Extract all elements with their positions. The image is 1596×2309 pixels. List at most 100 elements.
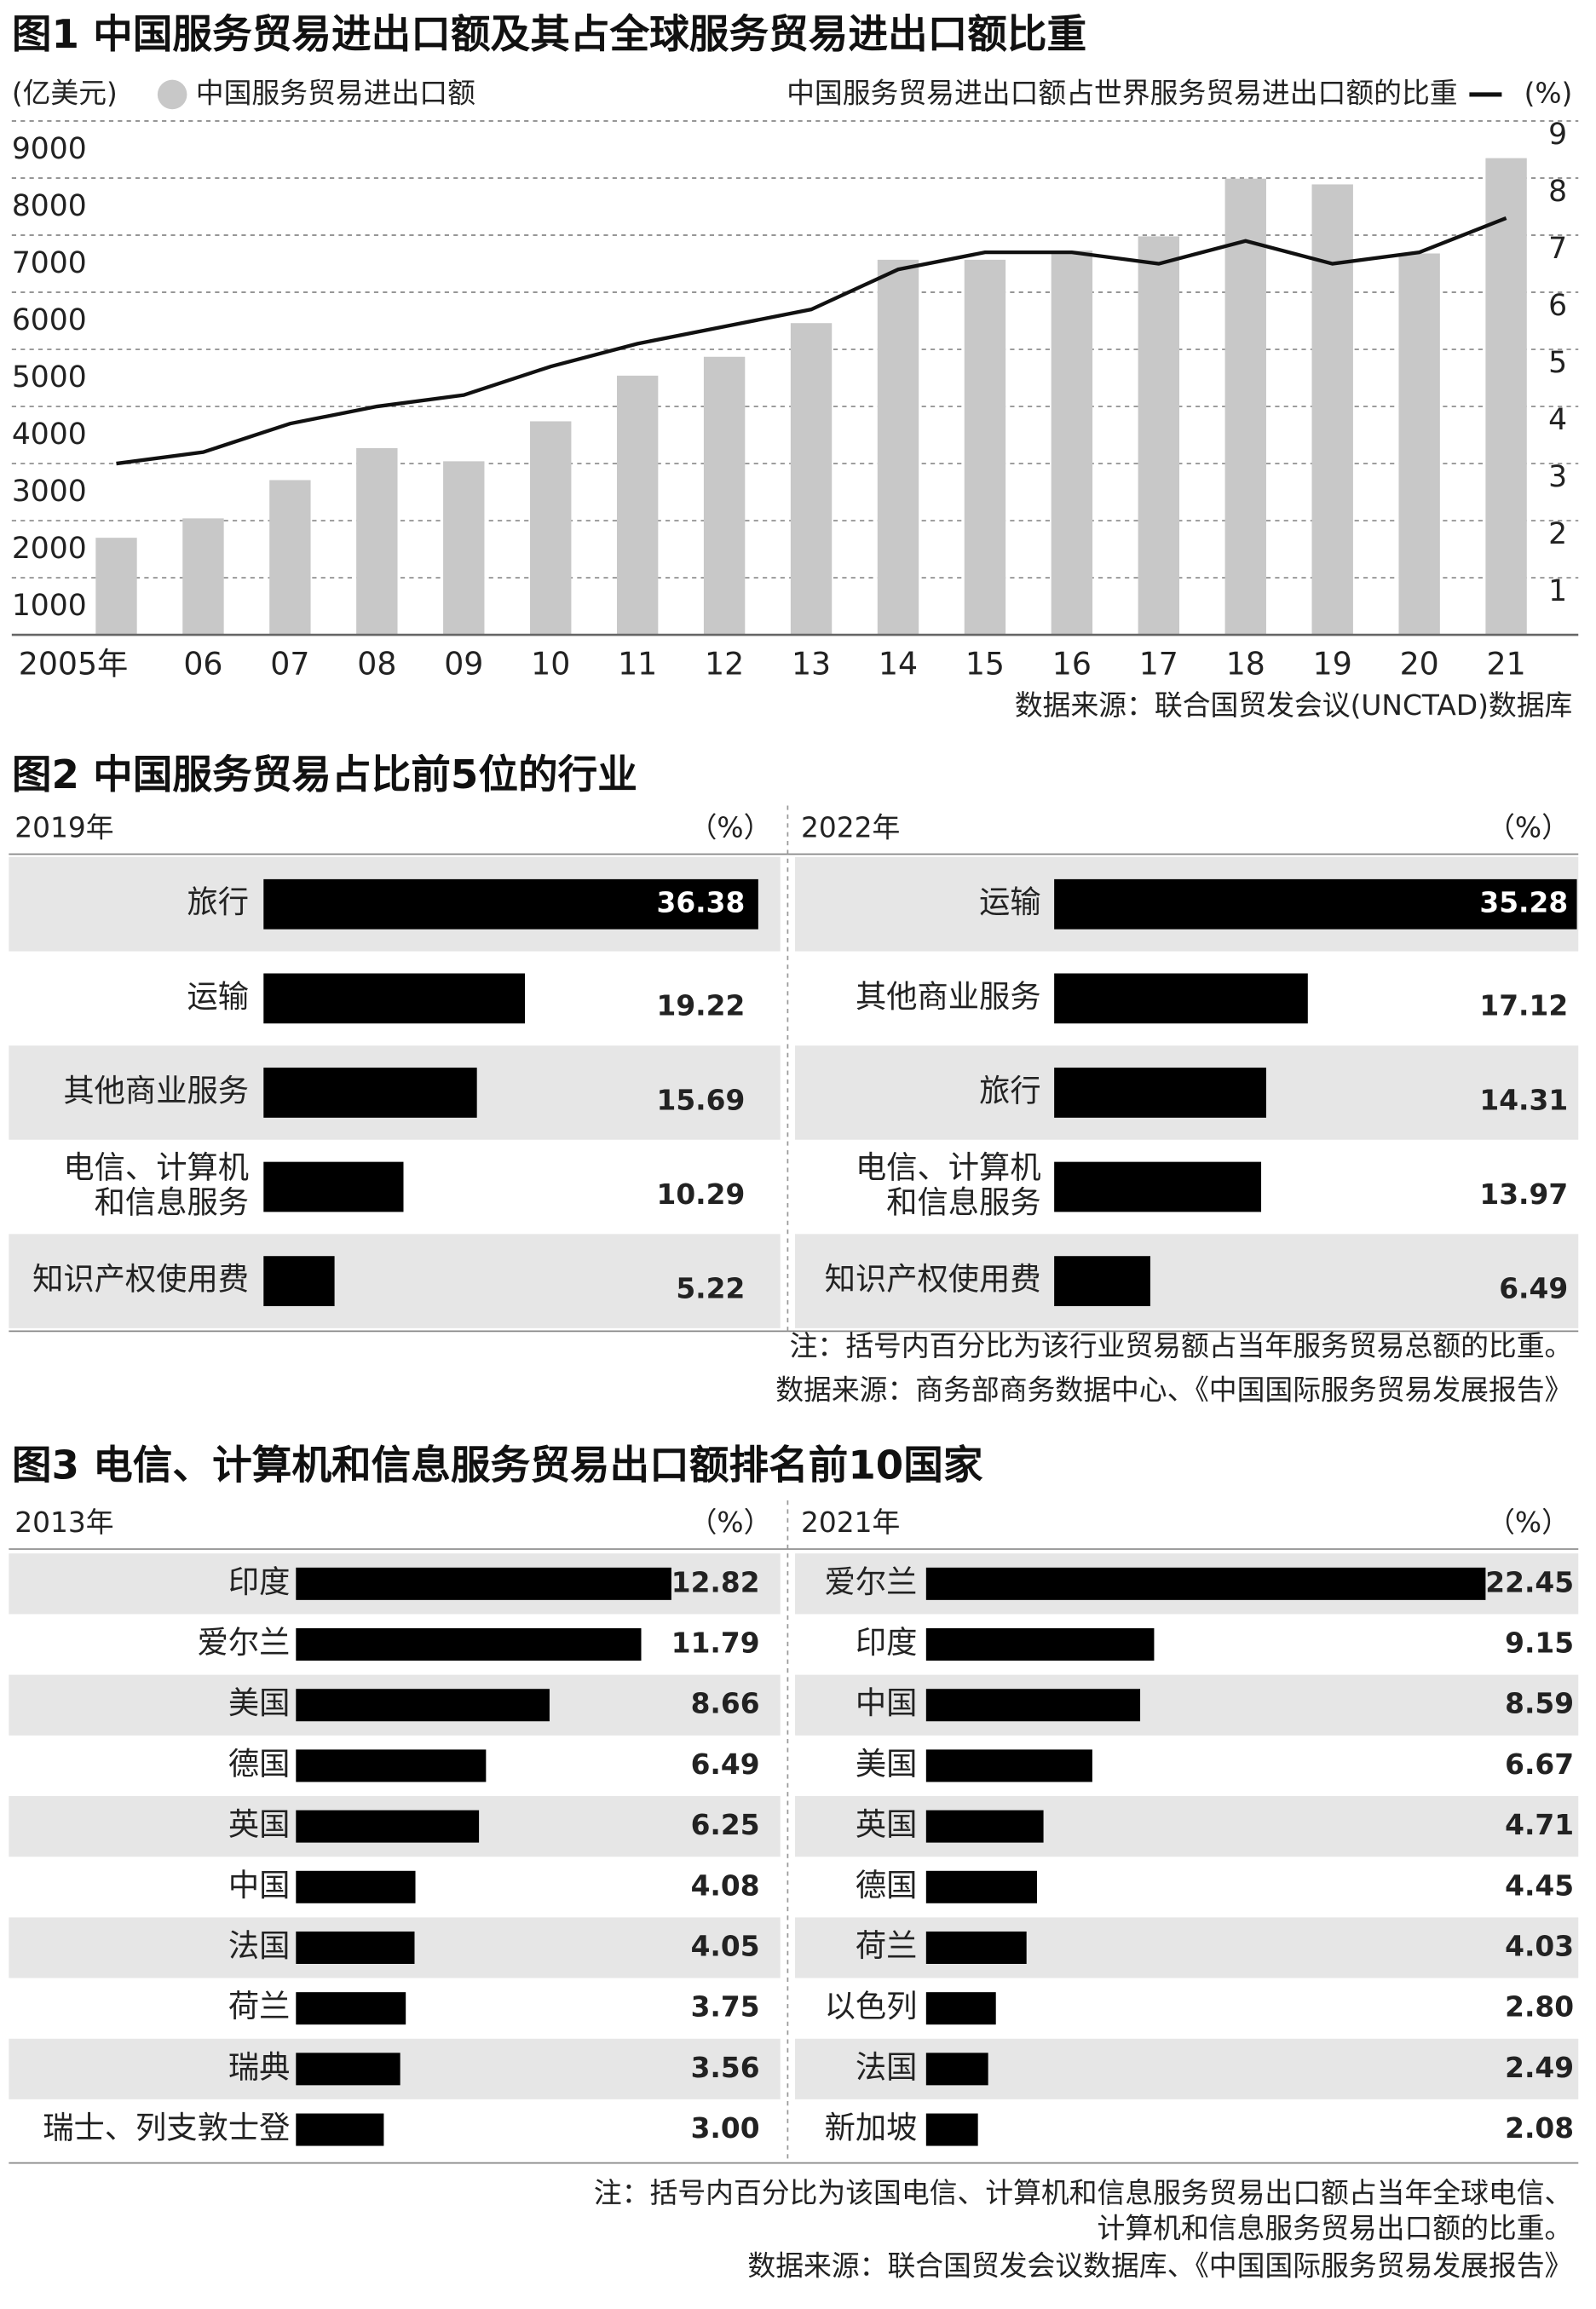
value-label: 9.15 xyxy=(1505,1627,1574,1660)
value-label: 4.45 xyxy=(1505,1869,1574,1902)
value-label: 5.22 xyxy=(676,1272,745,1304)
x-tick-label: 2005年 xyxy=(19,645,129,682)
x-tick-label: 12 xyxy=(705,645,744,682)
bar xyxy=(925,1689,1141,1722)
bar xyxy=(964,259,1006,636)
category-label: 以色列 xyxy=(825,1988,918,2024)
bar xyxy=(925,1870,1037,1903)
value-label: 2.49 xyxy=(1505,2052,1574,2084)
category-label: 法国 xyxy=(228,1927,291,1964)
row-band xyxy=(795,2038,1579,2099)
x-tick-label: 16 xyxy=(1052,645,1092,682)
value-label: 3.00 xyxy=(691,2112,760,2145)
category-label: 中国 xyxy=(228,1867,291,1903)
bar xyxy=(296,1689,550,1722)
y2-axis-label: (%) xyxy=(1524,77,1573,109)
category-label: 美国 xyxy=(856,1745,918,1782)
bar xyxy=(269,480,311,636)
category-label: 荷兰 xyxy=(856,1927,918,1964)
bar xyxy=(263,878,758,930)
bar xyxy=(1054,973,1308,1024)
bar xyxy=(925,2053,988,2086)
category-label: 瑞士、列支敦士登 xyxy=(43,2110,290,2146)
bar xyxy=(1054,878,1577,930)
x-tick-label: 13 xyxy=(792,645,831,682)
category-label: 其他商业服务 xyxy=(63,1072,249,1108)
panel-subtitle: 2013年 xyxy=(14,1506,113,1539)
value-label: 4.08 xyxy=(691,1869,760,1902)
category-label: 旅行 xyxy=(187,884,249,920)
bar xyxy=(263,1068,477,1118)
x-tick-label: 08 xyxy=(357,645,396,682)
category-label: 美国 xyxy=(228,1684,291,1721)
x-tick-label: 17 xyxy=(1139,645,1178,682)
y2-tick-label: 4 xyxy=(1548,403,1567,437)
y2-tick-label: 8 xyxy=(1548,175,1567,209)
category-label: 德国 xyxy=(856,1867,918,1903)
note: 注：括号内百分比为该行业贸易额占当年服务贸易总额的比重。 xyxy=(790,1330,1573,1362)
bar xyxy=(1054,1161,1262,1212)
y-tick-label: 4000 xyxy=(12,417,87,452)
bar xyxy=(925,1567,1486,1600)
chart-title: 图2 中国服务贸易占比前5位的行业 xyxy=(12,752,637,798)
bar xyxy=(1224,178,1266,636)
value-label: 12.82 xyxy=(671,1566,760,1598)
panel-unit: （%） xyxy=(689,1506,772,1539)
y2-tick-label: 6 xyxy=(1548,289,1567,323)
category-label: 电信、计算机和信息服务 xyxy=(63,1149,249,1220)
category-label: 知识产权使用费 xyxy=(32,1261,249,1298)
bar xyxy=(296,2113,384,2146)
x-tick-label: 10 xyxy=(531,645,570,682)
panel-unit: （%） xyxy=(1487,1506,1570,1539)
category-label: 爱尔兰 xyxy=(825,1563,918,1600)
bar xyxy=(296,1870,416,1903)
panel-subtitle: 2021年 xyxy=(801,1506,900,1539)
bar xyxy=(790,323,833,636)
category-label: 德国 xyxy=(228,1745,291,1782)
value-label: 6.49 xyxy=(1499,1272,1568,1304)
bar xyxy=(296,1992,406,2025)
value-label: 8.66 xyxy=(691,1688,760,1720)
row-band xyxy=(795,1796,1579,1857)
bar xyxy=(530,421,572,636)
category-label: 新加坡 xyxy=(825,2110,918,2146)
panel-unit: （%） xyxy=(1487,812,1570,844)
value-label: 19.22 xyxy=(657,990,746,1022)
y-tick-label: 7000 xyxy=(12,246,87,280)
value-label: 6.67 xyxy=(1505,1748,1574,1781)
bar xyxy=(296,1749,487,1782)
value-label: 35.28 xyxy=(1479,887,1568,919)
bar xyxy=(703,356,746,636)
x-tick-label: 07 xyxy=(270,645,309,682)
note: 数据来源：商务部商务数据中心、《中国国际服务贸易发展报告》 xyxy=(775,1374,1572,1407)
bar xyxy=(296,1628,642,1661)
x-tick-label: 11 xyxy=(618,645,657,682)
bar xyxy=(925,1810,1044,1843)
value-label: 2.08 xyxy=(1505,2112,1574,2145)
bar xyxy=(877,259,919,636)
bar xyxy=(356,447,398,636)
bar xyxy=(95,538,137,636)
value-label: 22.45 xyxy=(1485,1566,1574,1598)
value-label: 8.59 xyxy=(1505,1688,1574,1720)
row-band xyxy=(795,1674,1579,1736)
value-label: 15.69 xyxy=(657,1084,746,1116)
bar xyxy=(263,1161,404,1212)
value-label: 13.97 xyxy=(1479,1178,1568,1211)
value-label: 10.29 xyxy=(657,1178,746,1211)
category-label: 电信、计算机和信息服务 xyxy=(856,1149,1041,1220)
bar xyxy=(182,518,224,636)
panel-subtitle: 2019年 xyxy=(14,812,113,844)
row-band xyxy=(9,1234,781,1328)
value-label: 11.79 xyxy=(671,1627,760,1660)
bar xyxy=(925,1992,996,2025)
panel-unit: （%） xyxy=(689,812,772,844)
x-tick-label: 15 xyxy=(965,645,1005,682)
bar xyxy=(925,2113,978,2146)
x-tick-label: 14 xyxy=(879,645,918,682)
bar xyxy=(616,375,659,636)
category-label: 中国 xyxy=(856,1684,918,1721)
y2-tick-label: 2 xyxy=(1548,517,1567,551)
